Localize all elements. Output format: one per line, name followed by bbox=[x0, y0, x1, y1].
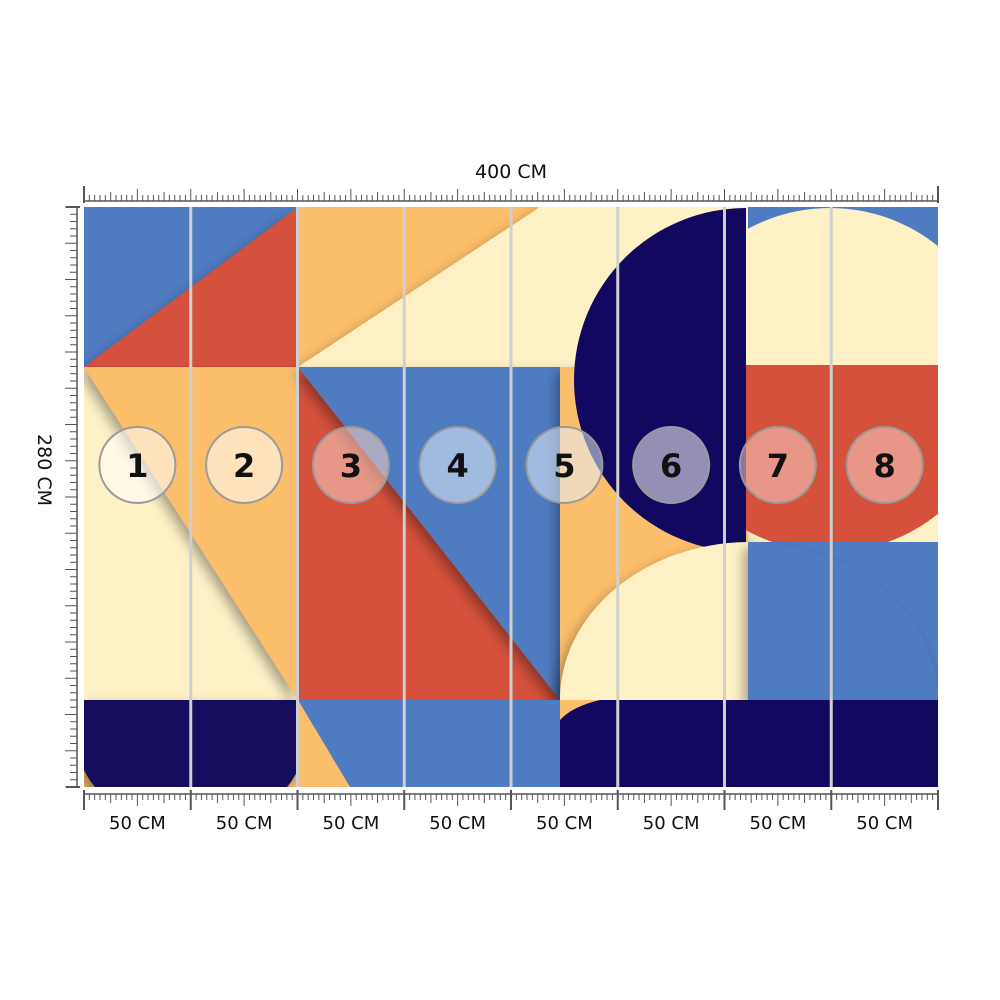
panel-badge: 3 bbox=[311, 426, 390, 504]
total-width-label: 400 CM bbox=[475, 161, 547, 183]
panel-width-label: 50 CM bbox=[643, 813, 700, 834]
cream-semicircle-lower bbox=[560, 542, 748, 700]
panel-number: 2 bbox=[233, 447, 255, 485]
panel-badge-circle bbox=[845, 426, 924, 504]
total-height-label: 280 CM bbox=[33, 434, 55, 506]
panel-number: 3 bbox=[340, 447, 362, 485]
panel-number: 1 bbox=[126, 447, 148, 485]
navy-block-bottom-right bbox=[560, 700, 938, 787]
panel-badge-circle bbox=[205, 426, 284, 504]
panel-badge: 4 bbox=[418, 426, 497, 504]
panel-badge: 7 bbox=[738, 426, 817, 504]
panel-width-label: 50 CM bbox=[216, 813, 273, 834]
panel-number: 4 bbox=[446, 447, 468, 485]
panel-badge: 5 bbox=[525, 426, 604, 504]
panel-badge-circle bbox=[98, 426, 177, 504]
panel-badge-circle bbox=[632, 426, 711, 504]
panel-width-label: 50 CM bbox=[323, 813, 380, 834]
panel-number: 6 bbox=[660, 447, 682, 485]
measurement-rulers bbox=[65, 186, 939, 810]
panel-badge-circle bbox=[525, 426, 604, 504]
panel-badge-circle bbox=[311, 426, 390, 504]
panel-width-label: 50 CM bbox=[856, 813, 913, 834]
navy-half-circle-bottom-left bbox=[84, 700, 307, 787]
panel-width-label: 50 CM bbox=[536, 813, 593, 834]
panel-badge: 1 bbox=[98, 426, 177, 504]
panel-seams bbox=[189, 207, 833, 787]
panel-badge: 8 bbox=[845, 426, 924, 504]
panel-badge: 6 bbox=[632, 426, 711, 504]
panel-number: 5 bbox=[553, 447, 575, 485]
panel-number-badges: 1 2 3 4 5 6 7 8 bbox=[98, 426, 924, 504]
orange-triangle-bottom bbox=[298, 700, 350, 787]
mural-artwork bbox=[84, 207, 938, 787]
panel-width-label: 50 CM bbox=[750, 813, 807, 834]
panel-badge-circle bbox=[738, 426, 817, 504]
panel-number: 7 bbox=[767, 447, 789, 485]
panel-width-label: 50 CM bbox=[109, 813, 166, 834]
blue-semicircle-lower bbox=[748, 542, 938, 700]
panel-badge-circle bbox=[418, 426, 497, 504]
panel-width-labels: 50 CM 50 CM 50 CM 50 CM 50 CM 50 CM 50 CM 50 CM bbox=[109, 813, 913, 834]
panel-badge: 2 bbox=[205, 426, 284, 504]
navy-curve-bottom bbox=[560, 700, 600, 787]
blue-strip-bottom bbox=[298, 700, 560, 787]
panel-width-label: 50 CM bbox=[429, 813, 486, 834]
panel-number: 8 bbox=[873, 447, 895, 485]
